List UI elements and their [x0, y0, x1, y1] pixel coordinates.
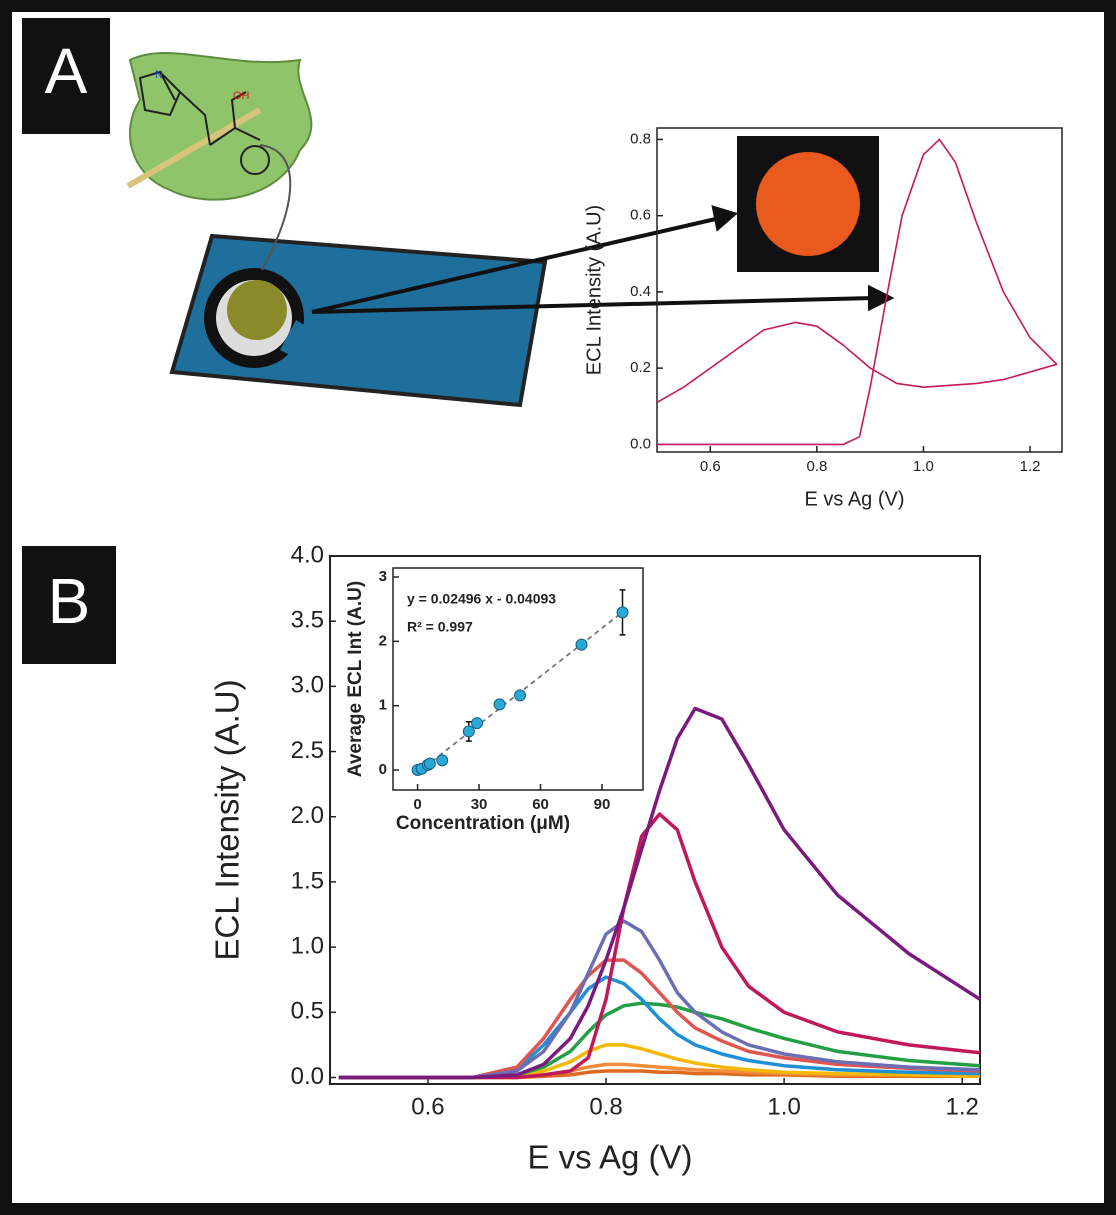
- line-series: [338, 919, 981, 1080]
- plot-frame: [329, 555, 981, 1085]
- y-tick-label: 2.5: [291, 737, 324, 764]
- y-tick-label: 0.0: [630, 435, 651, 452]
- line-series: [656, 138, 1058, 446]
- y-tick-label: 3: [379, 568, 387, 585]
- y-tick-label: 1: [379, 697, 387, 714]
- y-tick-label: 2.0: [291, 802, 324, 829]
- x-tick-label: 0: [413, 796, 421, 813]
- x-tick-label: 1.0: [767, 1093, 800, 1120]
- scatter-point: [493, 698, 506, 711]
- y-axis-label: ECL Intensity (A.U): [209, 679, 246, 960]
- annotation: y = 0.02496 x - 0.04093: [407, 591, 556, 607]
- x-axis-label: Concentration (μM): [396, 813, 570, 834]
- x-tick-label: 1.0: [913, 458, 934, 475]
- annotation: R² = 0.997: [407, 619, 473, 635]
- inset-background: [368, 568, 643, 830]
- x-tick-label: 60: [532, 796, 549, 813]
- y-tick-label: 3.0: [291, 672, 324, 699]
- atom-label: N: [155, 69, 163, 81]
- line-series: [338, 812, 981, 1080]
- scatter-point: [423, 757, 436, 770]
- arrows: [311, 205, 895, 314]
- x-tick-label: 90: [594, 796, 611, 813]
- y-tick-label: 1.5: [291, 867, 324, 894]
- scatter-point: [436, 754, 449, 767]
- scatter-point: [514, 689, 527, 702]
- x-tick-label: 0.8: [589, 1093, 622, 1120]
- x-axis-label: E vs Ag (V): [804, 488, 904, 510]
- y-tick-label: 1.0: [291, 932, 324, 959]
- y-tick-label: 0.5: [291, 998, 324, 1025]
- x-tick-label: 0.6: [700, 458, 721, 475]
- plot-frame: [656, 127, 1063, 453]
- x-tick-label: 1.2: [1020, 458, 1041, 475]
- y-tick-label: 0.0: [291, 1063, 324, 1090]
- y-tick-label: 0: [379, 761, 387, 778]
- y-axis-label: Average ECL Int (A.U): [345, 581, 366, 777]
- y-tick-label: 3.5: [291, 607, 324, 634]
- panel-label: B: [48, 565, 91, 637]
- scatter-point: [462, 725, 475, 738]
- panel-label-box: [22, 546, 116, 664]
- y-tick-label: 0.4: [630, 283, 651, 300]
- y-tick-label: 2: [379, 632, 387, 649]
- line-series: [338, 958, 981, 1080]
- atom-label: OH: [233, 90, 250, 102]
- scatter-point: [616, 606, 629, 619]
- x-tick-label: 1.2: [946, 1093, 979, 1120]
- panel-label-box: [22, 18, 110, 134]
- x-axis-label: E vs Ag (V): [527, 1139, 692, 1176]
- x-tick-label: 30: [471, 796, 488, 813]
- leaf-illustration: N OH: [126, 52, 313, 201]
- y-tick-label: 4.0: [291, 541, 324, 568]
- y-tick-label: 0.8: [630, 130, 651, 147]
- y-tick-label: 0.2: [630, 359, 651, 376]
- x-tick-label: 0.6: [411, 1093, 444, 1120]
- line-series: [338, 706, 981, 1080]
- y-axis-label: ECL Intensity (A.U): [583, 205, 605, 375]
- ecl-spot: [756, 152, 860, 256]
- scatter-point: [575, 638, 588, 651]
- scatter-point: [471, 717, 484, 730]
- x-tick-label: 0.8: [806, 458, 827, 475]
- panel-label: A: [45, 35, 88, 107]
- y-tick-label: 0.6: [630, 207, 651, 224]
- plot-frame: [392, 567, 644, 791]
